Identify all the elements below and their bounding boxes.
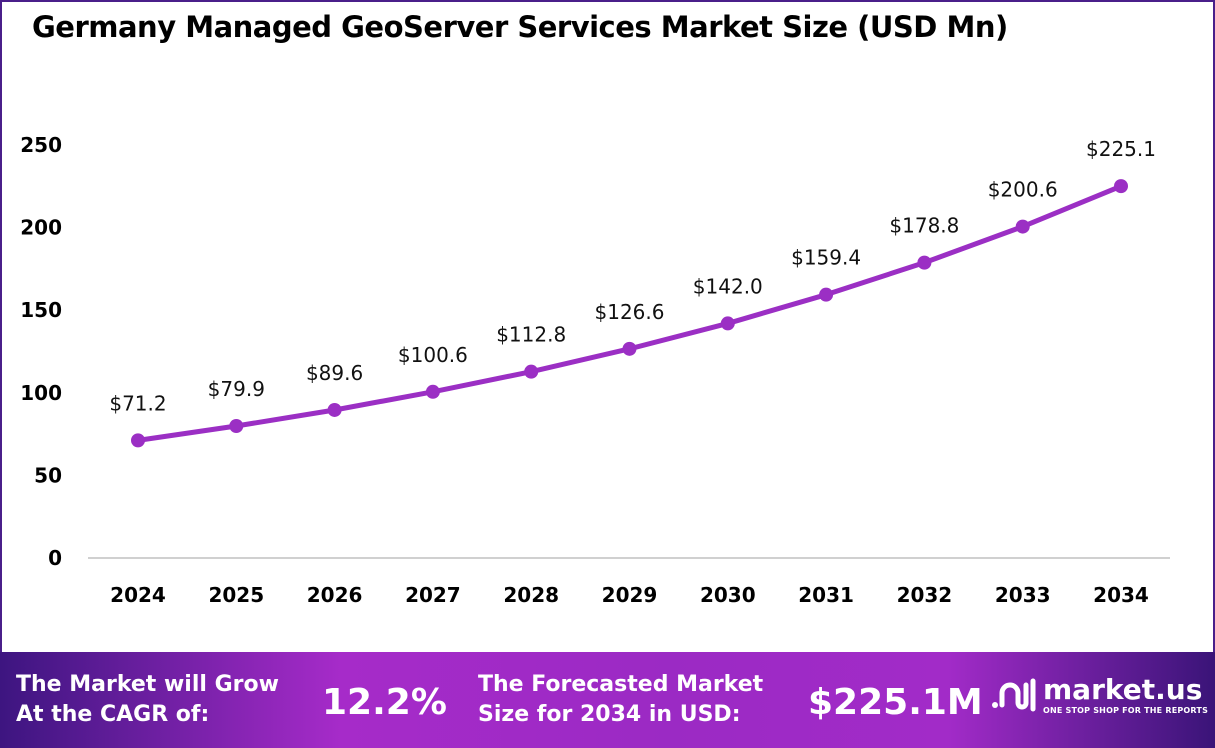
forecast-value: $225.1M: [808, 682, 983, 723]
data-label: $89.6: [306, 361, 363, 385]
data-label: $71.2: [109, 391, 166, 415]
x-tick-label: 2032: [897, 583, 953, 607]
y-tick-label: 250: [20, 133, 62, 157]
forecast-label: The Forecasted Market Size for 2034 in U…: [478, 670, 763, 730]
line-chart: 0 50 100 150 200 250 2024 2025 2026 2027 2028 2029 2…: [20, 133, 1170, 607]
x-tick-label: 2024: [110, 583, 166, 607]
x-tick-label: 2033: [995, 583, 1051, 607]
cagr-label-line1: The Market will Grow: [16, 672, 279, 697]
data-point: [131, 433, 145, 448]
data-label: $225.1: [1086, 137, 1156, 161]
y-tick-label: 150: [20, 298, 62, 322]
data-label: $126.6: [595, 300, 665, 324]
data-point: [720, 316, 735, 331]
data-label: $159.4: [791, 246, 861, 270]
logo-tagline: ONE STOP SHOP FOR THE REPORTS: [1043, 706, 1209, 715]
data-point: [819, 287, 834, 302]
chart-frame: [0, 0, 1215, 652]
x-tick-label: 2026: [307, 583, 363, 607]
forecast-label-line1: The Forecasted Market: [478, 672, 764, 697]
x-tick-label: 2027: [405, 583, 461, 607]
y-tick-label: 100: [20, 381, 62, 405]
data-label: $142.0: [693, 274, 763, 298]
data-point: [229, 419, 244, 434]
market-us-logo: market.us ONE STOP SHOP FOR THE REPORTS: [990, 674, 1208, 715]
cagr-value: 12.2%: [322, 682, 447, 723]
data-point: [622, 341, 637, 356]
data-label: $79.9: [208, 377, 265, 401]
y-tick-label: 200: [20, 216, 62, 240]
x-tick-label: 2031: [798, 583, 854, 607]
data-label: $200.6: [988, 178, 1058, 202]
data-label: $100.6: [398, 343, 468, 367]
forecast-label-line2: Size for 2034 in USD:: [478, 702, 741, 727]
data-point: [1114, 179, 1128, 194]
x-tick-label: 2034: [1093, 583, 1149, 607]
data-point: [1015, 219, 1030, 234]
data-point: [524, 364, 539, 379]
logo-icon: [992, 678, 1036, 711]
data-label: $178.8: [889, 214, 959, 238]
data-point: [425, 384, 440, 399]
x-tick-label: 2028: [503, 583, 559, 607]
data-point: [917, 255, 932, 270]
cagr-label-line2: At the CAGR of:: [16, 702, 210, 727]
data-point: [327, 402, 342, 417]
cagr-label: The Market will Grow At the CAGR of:: [16, 670, 279, 730]
y-tick-label: 0: [48, 546, 62, 570]
data-label: $112.8: [496, 323, 566, 347]
y-tick-label: 50: [34, 463, 62, 487]
chart-title: Germany Managed GeoServer Services Marke…: [32, 10, 1008, 44]
x-tick-label: 2030: [700, 583, 756, 607]
x-tick-label: 2029: [602, 583, 658, 607]
logo-name: market.us: [1043, 673, 1203, 706]
footer-banner: The Market will Grow At the CAGR of: 12.…: [0, 652, 1215, 748]
x-tick-label: 2025: [208, 583, 264, 607]
